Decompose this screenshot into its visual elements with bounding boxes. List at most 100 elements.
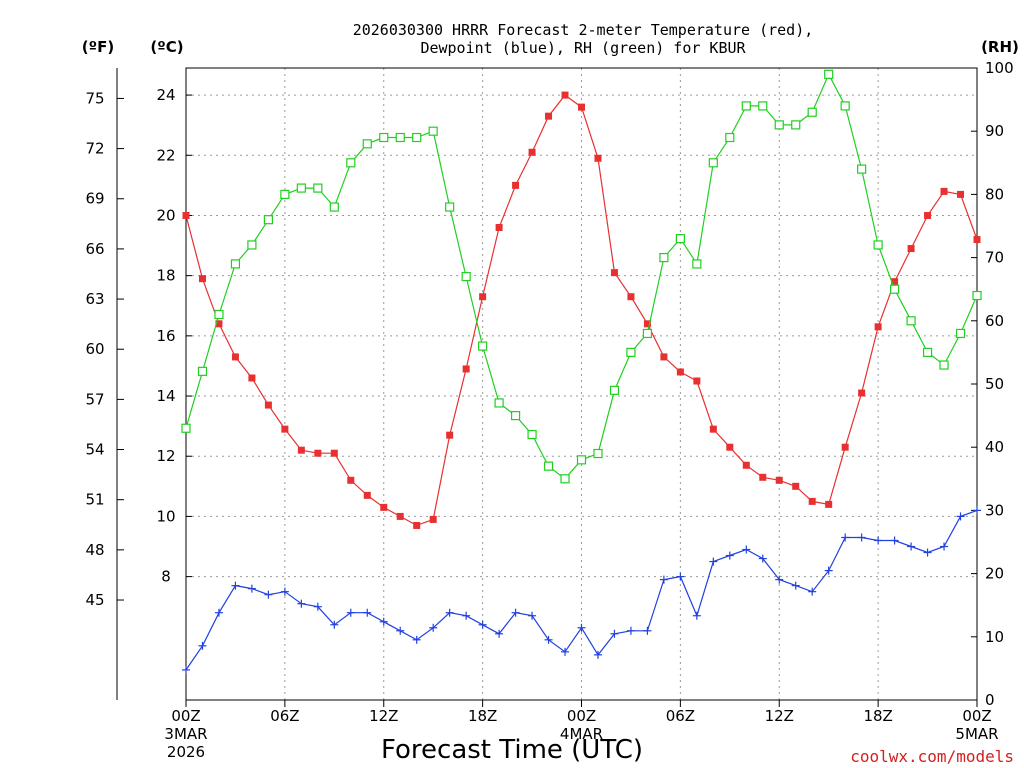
celsius-tick-label: 12 [156,447,175,465]
temperature-point [594,154,602,162]
temperature-point [264,401,272,409]
celsius-tick-label: 10 [156,507,175,525]
dewpoint-point [445,608,454,617]
time-tick-label: 18Z [468,707,497,725]
dewpoint-point [659,575,668,584]
dewpoint-point [824,566,833,575]
rh-point [461,271,471,282]
chart-title-line1: 2026030300 HRRR Forecast 2-meter Tempera… [353,21,814,39]
series-dewpoint [182,506,981,674]
rh-tick-label: 40 [985,438,1004,456]
dewpoint-point [462,611,471,620]
rh-tick-label: 70 [985,249,1004,267]
temperature-point [413,521,421,529]
rh-point [280,189,290,199]
temperature-point [297,446,305,454]
dewpoint-point [297,599,306,608]
time-tick-label: 12Z [369,707,398,725]
temperature-point [676,368,684,376]
celsius-tick-label: 22 [156,146,175,164]
dewpoint-point [973,506,981,515]
rh-point [576,455,587,465]
temperature-point [347,476,355,484]
temperature-point [726,443,734,451]
celsius-tick-label: 18 [156,267,175,285]
chart-title-line2: Dewpoint (blue), RH (green) for KBUR [420,39,746,57]
temperature-point [709,425,717,433]
rh-point [329,202,339,212]
rh-point [379,132,389,143]
temperature-point [924,211,932,219]
temperature-point [858,389,866,397]
dewpoint-point [742,545,751,554]
axis-layer: 45 48 51 54 57 60 63 66 69 72 75 8 10 12 14 16 18 20 22 24 0… [85,59,1013,761]
rh-point [906,316,916,326]
temperature-point [907,245,915,253]
temperature-point [759,473,767,481]
date-tick-label: 5MAR [955,725,998,743]
rh-point [708,158,718,168]
dewpoint-point [643,626,652,635]
time-tick-label: 00Z [962,707,991,725]
rh-tick-label: 50 [985,375,1004,393]
rh-point [609,385,620,395]
dewpoint-point [676,572,685,581]
rh-tick-label: 80 [985,185,1004,203]
rh-point [692,259,702,269]
rh-point [197,366,208,376]
dewpoint-point [280,587,289,596]
dewpoint-point [890,536,899,545]
dewpoint-point [363,608,372,617]
rh-point [807,107,817,117]
dewpoint-point [544,635,553,644]
dewpoint-point [709,557,718,566]
temperature-point [627,293,635,301]
celsius-tick-label: 8 [161,568,171,586]
fahrenheit-tick-label: 54 [85,441,104,459]
rh-point [955,328,966,339]
temperature-point [561,91,569,99]
temperature-point [182,211,190,219]
rh-point [890,284,900,294]
date-tick-label: 4MAR [560,725,603,743]
time-tick-label: 00Z [171,707,200,725]
dewpoint-point [198,641,207,650]
temperature-point [462,365,470,373]
fahrenheit-tick-label: 48 [85,541,104,559]
celsius-unit-label: (ºC) [150,38,183,56]
celsius-tick-label: 16 [156,327,175,345]
rh-point [675,234,685,244]
temperature-point [808,497,816,505]
rh-point [510,411,521,421]
rh-point [478,341,488,351]
rh-point [346,158,356,168]
temperature-point [775,476,783,484]
rh-point [230,259,241,269]
rh-point [857,164,867,174]
temperature-point [528,148,536,156]
temperature-point [446,431,454,439]
temperature-point [198,275,206,283]
rh-point [725,132,735,143]
rh-point [972,290,982,301]
temperature-point [841,443,849,451]
dewpoint-point [511,608,520,617]
dewpoint-point [412,635,421,644]
dewpoint-point [396,626,405,635]
dewpoint-point [495,629,504,638]
rh-point [527,429,537,440]
dewpoint-point [956,512,965,521]
dewpoint-point [857,533,866,542]
dewpoint-point [528,611,537,620]
rh-point [626,347,636,357]
rh-tick-label: 100 [985,59,1014,77]
time-tick-label: 00Z [567,707,596,725]
dewpoint-point [313,602,322,611]
series-relative-humidity [181,69,982,484]
dewpoint-point [478,620,487,629]
time-tick-label: 06Z [270,707,299,725]
temperature-point [495,224,503,232]
dewpoint-point [841,533,850,542]
dewpoint-point [758,554,767,563]
rh-point [741,101,751,111]
